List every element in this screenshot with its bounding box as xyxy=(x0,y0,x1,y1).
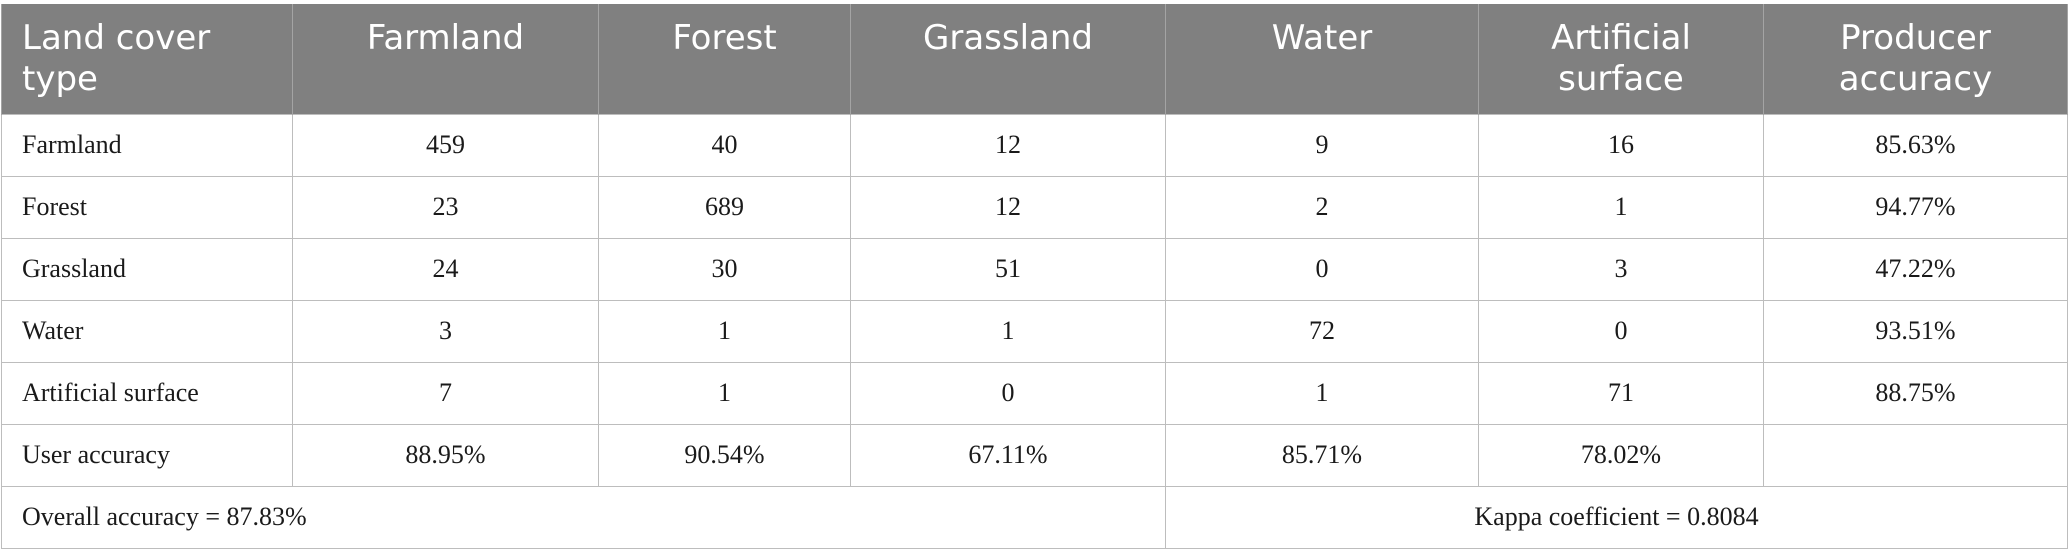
table-cell: 47.22% xyxy=(1763,237,2068,301)
table-cell: 51 xyxy=(850,237,1166,301)
table-cell: 93.51% xyxy=(1763,299,2068,363)
table-cell: 85.71% xyxy=(1165,423,1479,487)
table-row-artificial-surface: Artificial surface 7 1 0 1 71 88.75% xyxy=(1,361,2068,425)
table-cell: 88.95% xyxy=(292,423,599,487)
row-label: Water xyxy=(1,299,293,363)
table-cell: 0 xyxy=(1165,237,1479,301)
header-grassland: Grassland xyxy=(850,4,1166,114)
header-land-cover-type: Land cover type xyxy=(1,4,293,114)
overall-accuracy: Overall accuracy = 87.83% xyxy=(1,485,1166,549)
header-row: Land cover type Farmland Forest Grasslan… xyxy=(1,4,2068,114)
table-row-farmland: Farmland 459 40 12 9 16 85.63% xyxy=(1,113,2068,177)
table-cell: 1 xyxy=(1165,361,1479,425)
header-water: Water xyxy=(1165,4,1479,114)
accuracy-confusion-table: Land cover type Farmland Forest Grasslan… xyxy=(1,4,2068,549)
table-cell: 2 xyxy=(1165,175,1479,239)
table-cell: 67.11% xyxy=(850,423,1166,487)
table-cell: 23 xyxy=(292,175,599,239)
table-cell: 459 xyxy=(292,113,599,177)
row-label: Forest xyxy=(1,175,293,239)
table-row-summary: Overall accuracy = 87.83% Kappa coeffici… xyxy=(1,485,2068,549)
table-cell: 3 xyxy=(292,299,599,363)
table-cell: 1 xyxy=(598,361,851,425)
table-cell: 12 xyxy=(850,175,1166,239)
table-cell: 90.54% xyxy=(598,423,851,487)
table-body: Farmland 459 40 12 9 16 85.63% Forest 23… xyxy=(1,113,2068,549)
header-producer-accuracy: Producer accuracy xyxy=(1763,4,2068,114)
table-cell: 1 xyxy=(598,299,851,363)
table-cell: 1 xyxy=(1478,175,1764,239)
table-cell: 9 xyxy=(1165,113,1479,177)
table-cell: 88.75% xyxy=(1763,361,2068,425)
table-cell: 1 xyxy=(850,299,1166,363)
table-cell: 24 xyxy=(292,237,599,301)
header-artificial-surface: Artificial surface xyxy=(1478,4,1764,114)
table-cell: 71 xyxy=(1478,361,1764,425)
table-cell: 7 xyxy=(292,361,599,425)
row-label: Grassland xyxy=(1,237,293,301)
table-row-forest: Forest 23 689 12 2 1 94.77% xyxy=(1,175,2068,239)
table-cell: 78.02% xyxy=(1478,423,1764,487)
table-cell: 72 xyxy=(1165,299,1479,363)
row-label: User accuracy xyxy=(1,423,293,487)
header-farmland: Farmland xyxy=(292,4,599,114)
table-cell: 0 xyxy=(1478,299,1764,363)
table-cell: 0 xyxy=(850,361,1166,425)
table-cell: 94.77% xyxy=(1763,175,2068,239)
table-cell: 12 xyxy=(850,113,1166,177)
row-label: Farmland xyxy=(1,113,293,177)
table-cell: 40 xyxy=(598,113,851,177)
table-row-user-accuracy: User accuracy 88.95% 90.54% 67.11% 85.71… xyxy=(1,423,2068,487)
table-cell: 3 xyxy=(1478,237,1764,301)
table-cell xyxy=(1763,423,2068,487)
header-forest: Forest xyxy=(598,4,851,114)
table-cell: 16 xyxy=(1478,113,1764,177)
table-cell: 689 xyxy=(598,175,851,239)
table-cell: 85.63% xyxy=(1763,113,2068,177)
table-header: Land cover type Farmland Forest Grasslan… xyxy=(1,4,2068,114)
table-row-water: Water 3 1 1 72 0 93.51% xyxy=(1,299,2068,363)
table-row-grassland: Grassland 24 30 51 0 3 47.22% xyxy=(1,237,2068,301)
table-cell: 30 xyxy=(598,237,851,301)
row-label: Artificial surface xyxy=(1,361,293,425)
kappa-coefficient: Kappa coefficient = 0.8084 xyxy=(1165,485,2068,549)
